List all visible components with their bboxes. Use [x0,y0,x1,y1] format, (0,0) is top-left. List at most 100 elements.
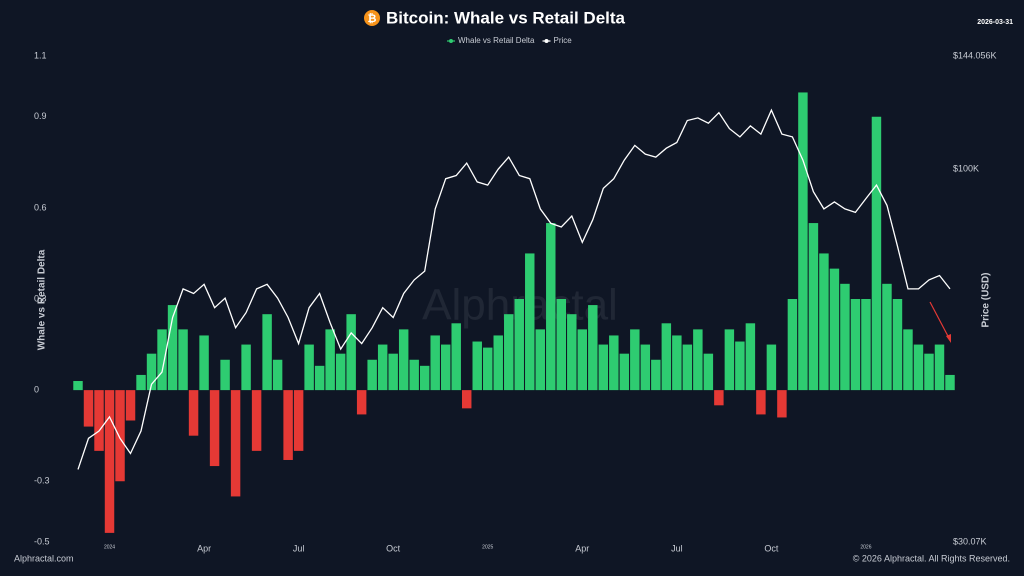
source: Alphractal.com [14,553,74,563]
copyright: © 2026 Alphractal. All Rights Reserved. [853,553,1010,563]
delta-bar [504,314,514,391]
delta-bar [945,374,955,391]
delta-bar [598,344,609,391]
chart-title: Bitcoin: Whale vs Retail Delta [386,8,626,27]
delta-bar [756,390,766,415]
delta-bar [73,381,83,391]
delta-bar [535,329,545,391]
delta-bar [619,353,630,391]
delta-bar [398,329,409,391]
delta-bar [115,390,125,482]
delta-bar [640,344,651,391]
y-tick-label: 0 [34,385,39,395]
delta-bar [293,390,304,451]
y2-tick-label: $100K [953,164,979,174]
legend-label: Whale vs Retail Delta [458,36,535,45]
delta-bar [934,344,945,391]
delta-bar [903,329,913,391]
y2-tick-label: $144.056K [953,50,997,60]
delta-bar [525,253,535,391]
delta-bar [472,341,482,391]
x-tick-label: Oct [764,543,779,553]
delta-bar [735,341,745,391]
delta-bar [819,253,829,391]
delta-bar [840,283,850,391]
delta-bar [556,299,567,391]
x-tick-label: Apr [575,543,589,553]
delta-bar [388,353,398,391]
delta-bar [178,329,188,391]
delta-bar [630,329,640,391]
delta-bar [167,305,178,391]
x-tick-label: Jul [671,543,683,553]
y-tick-label: -0.3 [34,476,50,486]
delta-bar [94,390,104,451]
delta-bar [787,299,798,391]
delta-bar [136,374,146,391]
delta-bar [924,353,934,391]
delta-bar [850,299,861,391]
delta-bar [83,390,94,427]
delta-bar [409,359,419,391]
delta-bar [356,390,367,415]
delta-bar [251,390,262,451]
delta-bar [714,390,724,406]
delta-bar [335,353,346,391]
delta-bar [104,390,115,533]
x-tick-label: Oct [386,543,401,553]
x-tick-label: 2026 [860,544,871,550]
x-tick-label: Jul [293,543,305,553]
delta-bar [262,314,272,391]
y-tick-label: 1.1 [34,50,47,60]
delta-bar [808,223,819,391]
legend-marker [544,39,549,43]
delta-bar [461,390,472,409]
delta-bar [609,335,619,391]
delta-bar [745,323,756,391]
delta-bar [913,344,924,391]
delta-bar [651,359,661,391]
delta-bar [314,365,325,391]
delta-bar [188,390,199,436]
delta-bar [829,268,840,391]
delta-bar [577,329,588,391]
x-tick-label: 2024 [104,544,115,550]
delta-bar [567,314,577,391]
delta-bar [419,365,430,391]
delta-bar [672,335,682,391]
delta-bar [451,323,461,391]
delta-bar [661,323,672,391]
delta-bar [546,223,556,391]
x-tick-label: Apr [197,543,211,553]
delta-bar [220,359,230,391]
delta-bar [367,359,377,391]
delta-bar [882,283,892,391]
annotation-arrowhead [946,334,951,343]
delta-bar [272,359,283,391]
delta-bar [430,335,440,391]
delta-bar [514,299,524,391]
annotation-arrow [929,301,951,341]
bitcoin-icon [364,10,380,26]
x-tick-label: 2025 [482,544,493,550]
delta-bar [125,390,136,421]
delta-bar [703,353,714,391]
delta-bar [724,329,735,391]
delta-bar [693,329,703,391]
delta-bar [766,344,777,391]
delta-bar [892,299,903,391]
delta-bar [283,390,293,460]
delta-bar [483,347,493,391]
delta-bar [230,390,241,497]
delta-bar [798,92,808,391]
bitcoin-symbol: ₿ [368,13,377,25]
date: 2026-03-31 [977,19,1013,26]
y-tick-label: 0.3 [34,293,47,303]
delta-bar [146,353,157,391]
delta-bar [241,344,251,391]
delta-bar [346,314,356,391]
y-axis-label: Whale vs Retail Delta [37,249,48,350]
y-tick-label: 0.9 [34,111,47,121]
legend-marker [449,39,453,43]
